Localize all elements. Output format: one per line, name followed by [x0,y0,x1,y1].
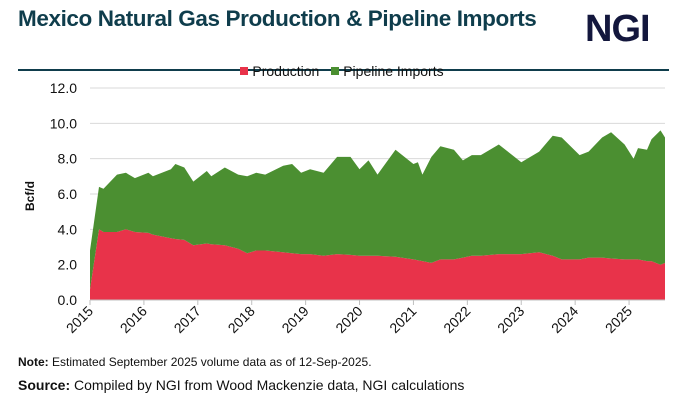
y-tick-label: 6.0 [58,186,78,202]
legend-label-production: Production [252,63,320,79]
y-tick-label: 4.0 [58,221,78,237]
y-tick-label: 8.0 [58,151,78,167]
title-divider [18,69,669,71]
x-tick-label: 2022 [440,303,473,336]
area-production [90,229,665,300]
x-tick-label: 2023 [494,303,527,336]
x-tick-label: 2019 [278,303,311,336]
note-text: Estimated September 2025 volume data as … [48,355,372,369]
x-tick-label: 2021 [386,303,419,336]
note-label: Note: [18,355,49,369]
legend-item-imports: Pipeline Imports [331,63,444,79]
source-label: Source: [18,377,71,393]
x-tick-label: 2016 [117,303,150,336]
area-pipeline-imports [90,130,665,290]
legend-label-imports: Pipeline Imports [343,63,444,79]
y-tick-label: 2.0 [58,257,78,273]
legend-swatch-production [240,67,249,75]
chart-title: Mexico Natural Gas Production & Pipeline… [18,6,537,31]
y-tick-label: 12.0 [50,80,77,96]
legend: Production Pipeline Imports [0,62,684,79]
source: Source: Compiled by NGI from Wood Macken… [18,377,464,393]
ngi-logo: NGI [585,8,651,50]
legend-item-production: Production [240,63,319,79]
note: Note: Estimated September 2025 volume da… [18,355,372,369]
source-text: Compiled by NGI from Wood Mackenzie data… [70,377,465,393]
x-tick-label: 2025 [602,303,635,336]
legend-swatch-imports [331,67,340,75]
x-tick-label: 2020 [332,303,365,336]
x-tick-label: 2018 [224,303,257,336]
y-tick-label: 0.0 [58,292,78,308]
x-tick-label: 2024 [548,303,581,336]
y-axis-label: Bcf/d [23,181,37,211]
y-tick-label: 10.0 [50,115,77,131]
x-tick-label: 2017 [171,303,204,336]
